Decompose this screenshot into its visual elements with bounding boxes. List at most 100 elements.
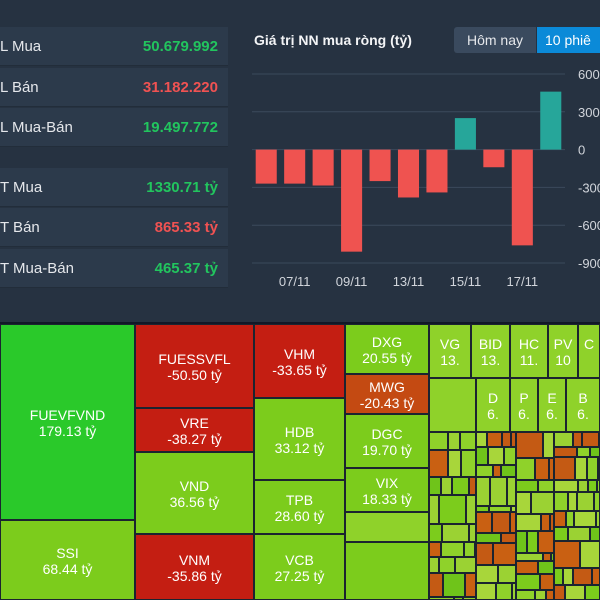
treemap-small-tile[interactable] bbox=[429, 542, 441, 557]
treemap-tile[interactable]: VNM -35.86 tỷ bbox=[135, 534, 254, 600]
treemap-small-tile[interactable] bbox=[429, 378, 476, 432]
treemap-small-tile[interactable] bbox=[429, 524, 442, 542]
treemap-small-tile[interactable] bbox=[516, 492, 531, 514]
treemap-small-tile[interactable] bbox=[554, 457, 575, 480]
treemap-small-tile[interactable] bbox=[490, 477, 507, 506]
treemap-tile[interactable]: HDB 33.12 tỷ bbox=[254, 398, 345, 480]
treemap-small-tile[interactable] bbox=[527, 531, 538, 553]
treemap-small-tile[interactable] bbox=[551, 553, 554, 561]
treemap-tile[interactable]: HC 11. bbox=[510, 324, 548, 378]
treemap-small-tile[interactable] bbox=[493, 465, 501, 477]
treemap-small-tile[interactable] bbox=[573, 432, 582, 447]
treemap-small-tile[interactable] bbox=[476, 583, 496, 600]
treemap-small-tile[interactable] bbox=[469, 477, 476, 495]
treemap-tile[interactable]: PV 10 bbox=[548, 324, 578, 378]
treemap-small-tile[interactable] bbox=[554, 480, 578, 492]
treemap-tile[interactable]: DGC 19.70 tỷ bbox=[345, 414, 429, 468]
treemap-small-tile[interactable] bbox=[585, 585, 600, 600]
treemap-small-tile[interactable] bbox=[460, 432, 476, 450]
treemap-small-tile[interactable] bbox=[516, 561, 538, 574]
treemap-small-tile[interactable] bbox=[538, 480, 554, 492]
treemap-small-tile[interactable] bbox=[535, 458, 549, 480]
treemap-small-tile[interactable] bbox=[516, 432, 543, 458]
treemap-small-tile[interactable] bbox=[493, 543, 516, 565]
treemap-small-tile[interactable] bbox=[590, 447, 600, 457]
treemap-small-tile[interactable] bbox=[511, 432, 516, 447]
treemap-tile[interactable]: VHM -33.65 tỷ bbox=[254, 324, 345, 398]
today-button[interactable]: Hôm nay bbox=[454, 27, 536, 53]
treemap-small-tile[interactable] bbox=[588, 480, 597, 492]
bar-17/11[interactable] bbox=[511, 149, 533, 246]
bar-09/11[interactable] bbox=[341, 149, 363, 252]
treemap-small-tile[interactable] bbox=[596, 511, 600, 527]
treemap-small-tile[interactable] bbox=[496, 583, 512, 600]
treemap-small-tile[interactable] bbox=[577, 447, 590, 457]
treemap-small-tile[interactable] bbox=[516, 590, 535, 600]
bar-15/11[interactable] bbox=[454, 118, 476, 150]
treemap-small-tile[interactable] bbox=[546, 590, 554, 600]
bar-07/11[interactable] bbox=[284, 149, 306, 184]
treemap-small-tile[interactable] bbox=[543, 432, 554, 458]
treemap-tile[interactable]: TPB 28.60 tỷ bbox=[254, 480, 345, 534]
treemap-tile[interactable]: B 6. bbox=[566, 378, 600, 432]
treemap-small-tile[interactable] bbox=[565, 585, 585, 600]
treemap-small-tile[interactable] bbox=[554, 527, 568, 541]
treemap-tile[interactable]: C bbox=[578, 324, 600, 378]
treemap-small-tile[interactable] bbox=[448, 432, 460, 450]
treemap-tile[interactable]: VG 13. bbox=[429, 324, 471, 378]
treemap-small-tile[interactable] bbox=[476, 465, 493, 477]
treemap-small-tile[interactable] bbox=[429, 450, 448, 477]
treemap-small-tile[interactable] bbox=[441, 542, 464, 557]
treemap-small-tile[interactable] bbox=[501, 533, 516, 543]
treemap-small-tile[interactable] bbox=[476, 506, 489, 512]
treemap-small-tile[interactable] bbox=[516, 458, 535, 480]
treemap-small-tile[interactable] bbox=[448, 450, 461, 477]
treemap-small-tile[interactable] bbox=[543, 553, 551, 561]
treemap-tile[interactable]: D 6. bbox=[476, 378, 510, 432]
bar-06/11[interactable] bbox=[255, 149, 277, 184]
treemap-small-tile[interactable] bbox=[442, 524, 469, 542]
treemap-tile[interactable]: DXG 20.55 tỷ bbox=[345, 324, 429, 374]
treemap-small-tile[interactable] bbox=[554, 492, 568, 511]
treemap-tile[interactable]: VIX 18.33 tỷ bbox=[345, 468, 429, 512]
treemap-small-tile[interactable] bbox=[587, 457, 598, 480]
treemap-small-tile[interactable] bbox=[563, 568, 573, 585]
treemap-small-tile[interactable] bbox=[580, 541, 600, 568]
treemap-small-tile[interactable] bbox=[487, 432, 502, 447]
bar-16/11[interactable] bbox=[483, 149, 505, 168]
treemap-small-tile[interactable] bbox=[345, 542, 429, 600]
treemap-small-tile[interactable] bbox=[429, 477, 441, 495]
treemap-small-tile[interactable] bbox=[345, 512, 429, 542]
treemap-tile[interactable]: FUESSVFL -50.50 tỷ bbox=[135, 324, 254, 408]
treemap-small-tile[interactable] bbox=[488, 447, 504, 465]
treemap-small-tile[interactable] bbox=[582, 432, 599, 447]
treemap-small-tile[interactable] bbox=[594, 492, 600, 511]
bar-20/11[interactable] bbox=[540, 91, 562, 150]
treemap-tile[interactable]: FUEVFVND 179.13 tỷ bbox=[0, 324, 135, 520]
treemap-small-tile[interactable] bbox=[452, 477, 469, 495]
bar-14/11[interactable] bbox=[426, 149, 448, 193]
treemap-small-tile[interactable] bbox=[535, 590, 546, 600]
treemap-small-tile[interactable] bbox=[429, 432, 448, 450]
treemap-small-tile[interactable] bbox=[466, 495, 476, 524]
treemap-small-tile[interactable] bbox=[507, 477, 516, 506]
treemap-small-tile[interactable] bbox=[501, 465, 516, 477]
treemap-tile[interactable]: VRE -38.27 tỷ bbox=[135, 408, 254, 452]
treemap-small-tile[interactable] bbox=[554, 447, 577, 457]
treemap-small-tile[interactable] bbox=[575, 457, 587, 480]
treemap-small-tile[interactable] bbox=[573, 568, 592, 585]
treemap-small-tile[interactable] bbox=[504, 447, 516, 465]
treemap-small-tile[interactable] bbox=[578, 480, 588, 492]
treemap-tile[interactable]: VND 36.56 tỷ bbox=[135, 452, 254, 534]
treemap-small-tile[interactable] bbox=[443, 573, 465, 597]
treemap-small-tile[interactable] bbox=[516, 574, 540, 590]
treemap-small-tile[interactable] bbox=[429, 573, 443, 597]
treemap-small-tile[interactable] bbox=[439, 495, 466, 524]
treemap-small-tile[interactable] bbox=[469, 524, 476, 542]
treemap-small-tile[interactable] bbox=[476, 447, 488, 465]
treemap-small-tile[interactable] bbox=[592, 568, 600, 585]
treemap-small-tile[interactable] bbox=[538, 531, 554, 553]
treemap-small-tile[interactable] bbox=[476, 477, 490, 506]
treemap-small-tile[interactable] bbox=[516, 514, 541, 531]
treemap-small-tile[interactable] bbox=[429, 557, 439, 573]
